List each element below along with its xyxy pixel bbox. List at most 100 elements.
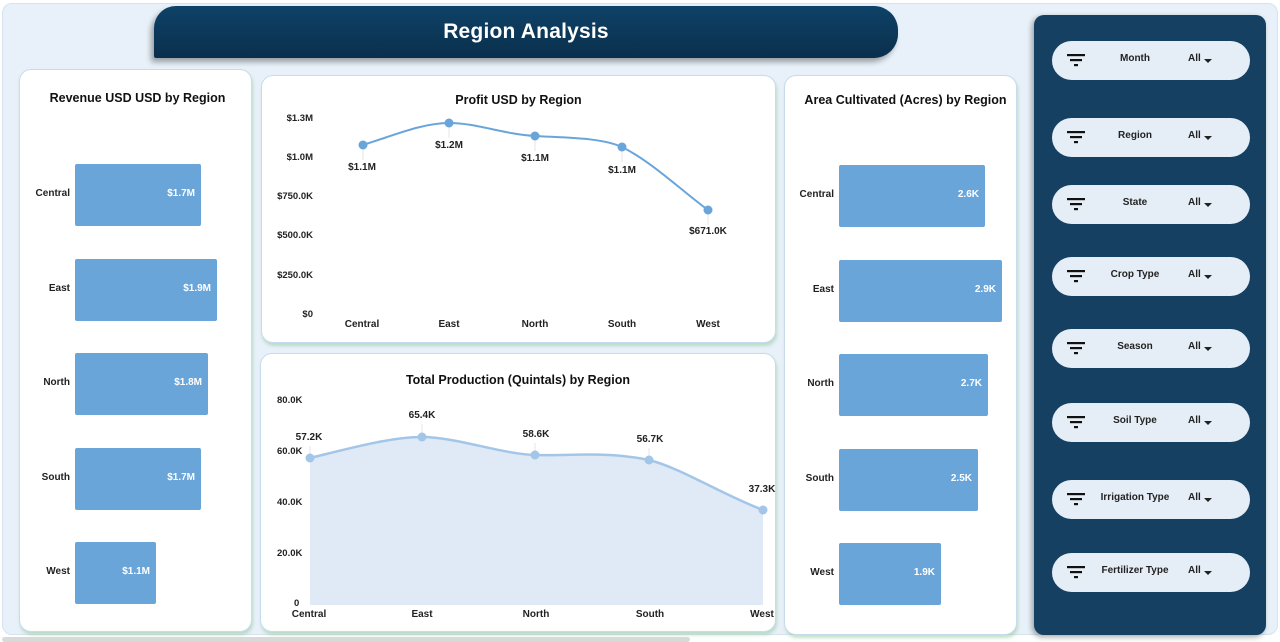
slicer-month[interactable]: Month All: [1052, 41, 1250, 80]
y-tick: $1.3M: [286, 113, 313, 124]
slicer-fertilizer-type[interactable]: Fertilizer Type All: [1052, 553, 1250, 592]
chevron-down-icon[interactable]: [1204, 203, 1212, 207]
bar-row-north[interactable]: North 2.7K: [785, 354, 1018, 416]
y-tick: 20.0K: [277, 548, 303, 559]
slicer-label: Irrigation Type: [1100, 492, 1170, 503]
y-tick: $750.0K: [277, 191, 313, 202]
filter-icon: [1067, 493, 1085, 506]
x-tick: West: [696, 319, 720, 330]
slicer-value[interactable]: All: [1188, 415, 1201, 426]
slicer-region[interactable]: Region All: [1052, 118, 1250, 157]
slicer-irrigation-type[interactable]: Irrigation Type All: [1052, 480, 1250, 519]
chevron-down-icon[interactable]: [1204, 421, 1212, 425]
filter-icon: [1067, 198, 1085, 211]
chevron-down-icon[interactable]: [1204, 136, 1212, 140]
bar[interactable]: 2.9K: [839, 260, 1002, 322]
bar-label: Central: [35, 188, 70, 199]
slicer-label: Region: [1118, 130, 1152, 141]
filter-icon: [1067, 416, 1085, 429]
x-tick: South: [635, 609, 665, 620]
x-tick: East: [438, 319, 460, 330]
slicer-label: Season: [1117, 341, 1153, 352]
filter-icon: [1067, 566, 1085, 579]
x-tick: East: [411, 609, 433, 620]
bar-label: North: [43, 377, 70, 388]
y-tick: 40.0K: [277, 497, 303, 508]
slicer-label: Month: [1120, 53, 1150, 64]
bar-row-south[interactable]: South $1.7M: [20, 448, 253, 510]
slicer-soil-type[interactable]: Soil Type All: [1052, 403, 1250, 442]
bar[interactable]: 2.7K: [839, 354, 988, 416]
bar-row-central[interactable]: Central 2.6K: [785, 165, 1018, 227]
bar-value: $1.7M: [167, 188, 195, 199]
point-label: $1.1M: [348, 162, 376, 173]
x-tick: West: [750, 609, 774, 620]
y-tick: $0: [302, 309, 313, 320]
bar[interactable]: $1.7M: [75, 448, 201, 510]
bar[interactable]: 1.9K: [839, 543, 941, 605]
filter-icon: [1067, 54, 1085, 67]
page-title: Region Analysis: [443, 20, 609, 43]
chevron-down-icon[interactable]: [1204, 59, 1212, 63]
x-tick: Central: [344, 319, 380, 330]
point-label: 57.2K: [295, 432, 323, 443]
bar-row-east[interactable]: East 2.9K: [785, 260, 1018, 322]
chart-title: Profit USD by Region: [455, 93, 582, 107]
chevron-down-icon[interactable]: [1204, 275, 1212, 279]
horizontal-scrollbar[interactable]: [2, 637, 690, 642]
point-label: 56.7K: [636, 434, 664, 445]
slicer-label: Soil Type: [1113, 415, 1157, 426]
bar-value: 2.9K: [974, 284, 996, 295]
slicer-state[interactable]: State All: [1052, 185, 1250, 224]
bar-value: 2.6K: [957, 189, 979, 200]
bar-value: $1.1M: [122, 566, 150, 577]
chart-title: Area Cultivated (Acres) by Region: [804, 93, 1007, 107]
bar-label: West: [810, 567, 834, 578]
slicer-value[interactable]: All: [1188, 53, 1201, 64]
y-tick: 80.0K: [277, 395, 303, 406]
point-label: $1.1M: [608, 165, 636, 176]
bar[interactable]: 2.6K: [839, 165, 985, 227]
revenue-by-region-chart[interactable]: Revenue USD USD by Region Central $1.7M …: [19, 69, 252, 632]
slicer-value[interactable]: All: [1188, 492, 1201, 503]
slicer-value[interactable]: All: [1188, 197, 1201, 208]
bar-row-central[interactable]: Central $1.7M: [20, 164, 253, 226]
bar[interactable]: $1.1M: [75, 542, 156, 604]
point-label: $1.2M: [435, 140, 463, 151]
bar-value: $1.7M: [167, 472, 195, 483]
slicer-value[interactable]: All: [1188, 565, 1201, 576]
slicer-value[interactable]: All: [1188, 130, 1201, 141]
bar[interactable]: $1.8M: [75, 353, 208, 415]
bar-value: 2.5K: [950, 473, 972, 484]
bar-row-south[interactable]: South 2.5K: [785, 449, 1018, 511]
y-tick: 60.0K: [277, 446, 303, 457]
point-label: $671.0K: [689, 226, 727, 237]
bar[interactable]: 2.5K: [839, 449, 978, 511]
bar-row-west[interactable]: West $1.1M: [20, 542, 253, 604]
y-tick: $250.0K: [277, 270, 313, 281]
bar-label: West: [46, 566, 70, 577]
slicer-crop-type[interactable]: Crop Type All: [1052, 257, 1250, 296]
chevron-down-icon[interactable]: [1204, 571, 1212, 575]
bar-row-west[interactable]: West 1.9K: [785, 543, 1018, 605]
bar-row-east[interactable]: East $1.9M: [20, 259, 253, 321]
production-by-region-chart[interactable]: Total Production (Quintals) by Region 80…: [260, 353, 776, 632]
filter-panel: Month All Region All State All Crop Type…: [1034, 15, 1266, 635]
area-cultivated-by-region-chart[interactable]: Area Cultivated (Acres) by Region Centra…: [784, 75, 1017, 635]
slicer-value[interactable]: All: [1188, 269, 1201, 280]
bar-value: $1.8M: [174, 377, 202, 388]
point-label: $1.1M: [521, 153, 549, 164]
slicer-label: Crop Type: [1110, 269, 1160, 280]
profit-by-region-chart[interactable]: Profit USD by Region $1.3M $1.0M $750.0K…: [261, 75, 776, 343]
chevron-down-icon[interactable]: [1204, 498, 1212, 502]
slicer-season[interactable]: Season All: [1052, 329, 1250, 368]
chevron-down-icon[interactable]: [1204, 347, 1212, 351]
bar-row-north[interactable]: North $1.8M: [20, 353, 253, 415]
bar-label: Central: [799, 189, 834, 200]
bar[interactable]: $1.9M: [75, 259, 217, 321]
point-label: 37.3K: [748, 484, 776, 495]
filter-icon: [1067, 342, 1085, 355]
slicer-value[interactable]: All: [1188, 341, 1201, 352]
bar-value: $1.9M: [183, 283, 211, 294]
bar[interactable]: $1.7M: [75, 164, 201, 226]
